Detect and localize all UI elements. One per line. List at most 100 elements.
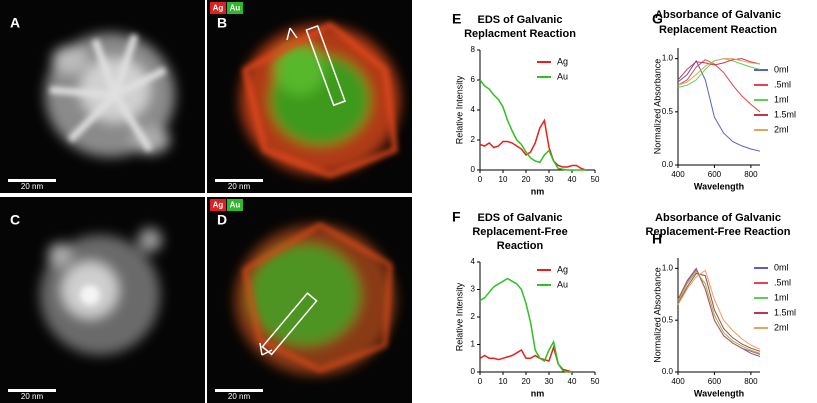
y-tick-label: 8 [471, 45, 476, 54]
legend-label: Ag [557, 56, 568, 66]
series-line [479, 118, 587, 171]
y-axis-label: Relative Intensity [454, 75, 464, 144]
image-d [207, 197, 412, 403]
image-b [207, 0, 412, 193]
y-tick-label: 0.0 [662, 367, 674, 376]
legend-label: 0ml [774, 262, 789, 272]
image-a [0, 0, 205, 193]
chart-title: Replacement-Free [472, 226, 567, 238]
chart-title: EDS of Galvanic [478, 14, 563, 26]
badge-label: Au [230, 4, 241, 13]
y-axis-label: Relative Intensity [454, 282, 464, 351]
y-tick-label: 0.5 [662, 315, 674, 324]
badge-label: Au [230, 201, 241, 210]
scale-label: 20 nm [21, 182, 44, 191]
scale-label: 20 nm [228, 182, 251, 191]
x-axis-label: Wavelength [694, 181, 744, 191]
legend-label: .5ml [774, 277, 791, 287]
scale-bar [8, 179, 56, 182]
series-line [479, 344, 573, 373]
legend-label: 1.5ml [774, 307, 796, 317]
chart-title: Absorbance of Galvanic [655, 9, 781, 21]
series-line [479, 79, 586, 171]
y-tick-label: 4 [471, 257, 476, 266]
y-tick-label: 0 [471, 367, 476, 376]
panel-label: A [10, 15, 20, 31]
legend-label: 2ml [774, 124, 789, 134]
x-tick-label: 400 [671, 377, 685, 386]
legend-label: .5ml [774, 79, 791, 89]
legend-label: 1ml [774, 292, 789, 302]
x-tick-label: 50 [591, 175, 600, 184]
chart-title: Reaction [497, 240, 544, 252]
chart-title: Absorbance of Galvanic [655, 212, 781, 224]
panel-label: H [652, 231, 662, 247]
x-axis-label: nm [531, 186, 545, 196]
y-axis-label: Normalized Absorbance [652, 267, 662, 363]
y-tick-label: 0 [471, 165, 476, 174]
series-line [677, 269, 761, 350]
series-line [479, 277, 572, 373]
y-tick-label: 6 [471, 75, 476, 84]
series-line [677, 59, 761, 113]
x-tick-label: 50 [591, 377, 600, 386]
x-tick-label: 10 [499, 377, 508, 386]
x-tick-label: 800 [744, 377, 758, 386]
y-tick-label: 0.0 [662, 160, 674, 169]
series-line [677, 59, 761, 152]
chart-title: Replacement-Free Reaction [646, 226, 791, 238]
legend-label: Au [557, 71, 568, 81]
panel-label: F [452, 209, 461, 225]
scale-bar [215, 179, 263, 182]
x-tick-label: 30 [545, 175, 554, 184]
panel-label: C [10, 212, 20, 228]
series-line [677, 270, 761, 354]
chart-title: Replacment Reaction [464, 28, 576, 40]
series-line [677, 272, 761, 352]
badge-box [210, 2, 226, 14]
legend-label: 1.5ml [774, 109, 796, 119]
badge-box [227, 199, 243, 211]
y-axis-label: Normalized Absorbance [652, 59, 662, 155]
panel-label: D [217, 212, 227, 228]
chart-title: Replacement Reaction [659, 24, 777, 36]
scale-bar [215, 389, 263, 392]
image-c [0, 197, 205, 403]
series-line [677, 268, 761, 355]
chart-title: EDS of Galvanic [478, 212, 563, 224]
x-tick-label: 40 [568, 175, 577, 184]
x-tick-label: 800 [744, 170, 758, 179]
panel-label: B [217, 15, 227, 31]
series-line [677, 58, 761, 88]
x-tick-label: 400 [671, 170, 685, 179]
x-tick-label: 20 [522, 175, 531, 184]
scale-label: 20 nm [228, 392, 251, 401]
x-tick-label: 600 [708, 170, 722, 179]
x-tick-label: 20 [522, 377, 531, 386]
y-tick-label: 2 [471, 135, 476, 144]
legend-label: 2ml [774, 322, 789, 332]
y-tick-label: 3 [471, 285, 476, 294]
x-tick-label: 0 [478, 175, 483, 184]
legend-label: 1ml [774, 94, 789, 104]
legend-label: Ag [557, 264, 568, 274]
x-tick-label: 600 [708, 377, 722, 386]
panel-label: G [652, 11, 663, 27]
y-tick-label: 1 [471, 340, 476, 349]
panel-label: E [452, 11, 461, 27]
scale-bar [8, 389, 56, 392]
y-tick-label: 2 [471, 312, 476, 321]
x-tick-label: 40 [568, 377, 577, 386]
x-axis-label: Wavelength [694, 388, 744, 398]
badge-label: Ag [213, 4, 224, 13]
y-tick-label: 4 [471, 105, 476, 114]
y-tick-label: 1.0 [662, 263, 674, 272]
x-tick-label: 10 [499, 175, 508, 184]
x-axis-label: nm [531, 388, 545, 398]
badge-box [210, 199, 226, 211]
badge-label: Ag [213, 201, 224, 210]
y-tick-label: 0.5 [662, 107, 674, 116]
x-tick-label: 30 [545, 377, 554, 386]
